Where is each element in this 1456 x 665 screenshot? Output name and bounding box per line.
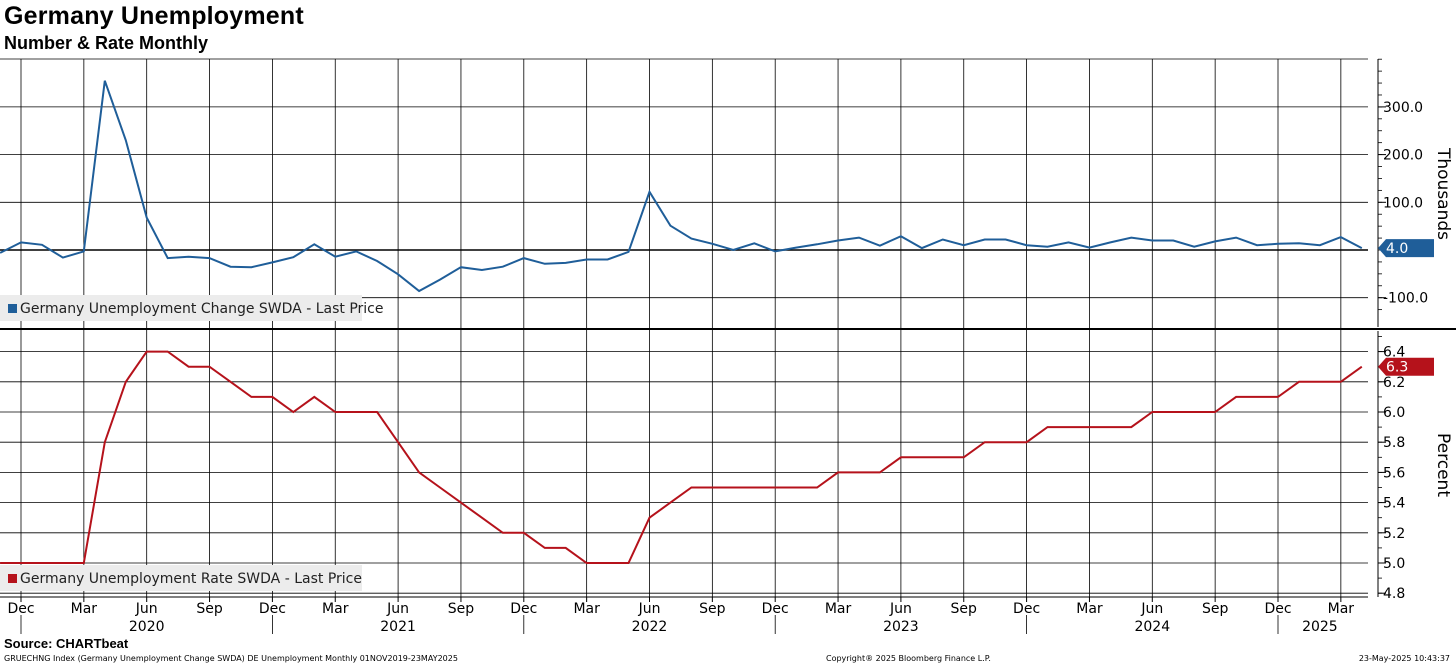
x-tick-label: Jun: [1140, 601, 1163, 617]
x-year-label: 2024: [1134, 619, 1170, 635]
x-tick-label: Jun: [386, 601, 409, 617]
source-note: Source: CHARTbeat: [4, 636, 129, 651]
y-tick-label: 6.0: [1383, 405, 1405, 421]
x-tick-label: Dec: [510, 601, 537, 617]
x-year-label: 2022: [632, 619, 668, 635]
index-info: GRUECHNG Index (Germany Unemployment Cha…: [4, 654, 458, 663]
x-tick-label: Sep: [699, 601, 726, 617]
y-axis-title: Thousands: [1433, 147, 1453, 240]
chart-title: Germany Unemployment: [4, 2, 304, 30]
y-tick-label: 5.6: [1383, 465, 1405, 481]
legend-swatch: [8, 304, 17, 313]
x-tick-label: Dec: [1013, 601, 1040, 617]
x-tick-label: Dec: [1264, 601, 1291, 617]
series-line: [0, 80, 1363, 293]
y-tick-label: 5.2: [1383, 526, 1405, 542]
x-year-label: 2020: [129, 619, 165, 635]
x-tick-label: Mar: [1328, 601, 1355, 617]
x-tick-label: Jun: [889, 601, 912, 617]
x-year-label: 2023: [883, 619, 919, 635]
legend-swatch: [8, 574, 17, 583]
y-tick-label: 5.8: [1383, 435, 1405, 451]
last-value-label: 6.3: [1386, 360, 1408, 376]
y-tick-label: 300.0: [1383, 100, 1423, 116]
x-tick-label: Mar: [71, 601, 98, 617]
x-tick-label: Dec: [7, 601, 34, 617]
last-value-tag: [1378, 357, 1434, 376]
x-tick-label: Sep: [951, 601, 978, 617]
legend-label: Germany Unemployment Change SWDA - Last …: [20, 301, 383, 317]
y-tick-label: -100.0: [1383, 291, 1428, 307]
x-tick-label: Mar: [573, 601, 600, 617]
copyright: Copyright® 2025 Bloomberg Finance L.P.: [826, 654, 991, 663]
x-tick-label: Jun: [638, 601, 661, 617]
x-tick-label: Mar: [825, 601, 852, 617]
x-year-label: 2021: [380, 619, 416, 635]
y-tick-label: 6.4: [1383, 345, 1405, 361]
x-tick-label: Sep: [1202, 601, 1229, 617]
x-year-label: 2025: [1302, 619, 1338, 635]
x-tick-label: Mar: [1076, 601, 1103, 617]
x-tick-label: Dec: [762, 601, 789, 617]
x-tick-label: Dec: [259, 601, 286, 617]
legend-box: [0, 565, 362, 591]
y-tick-label: 200.0: [1383, 148, 1423, 164]
y-tick-label: 6.2: [1383, 375, 1405, 391]
y-axis-title: Percent: [1433, 433, 1453, 497]
y-tick-label: 5.4: [1383, 496, 1405, 512]
y-tick-label: 4.8: [1383, 586, 1405, 602]
x-tick-label: Mar: [322, 601, 349, 617]
legend-label: Germany Unemployment Rate SWDA - Last Pr…: [20, 571, 362, 587]
x-tick-label: Sep: [196, 601, 223, 617]
last-value-tag: [1378, 239, 1434, 258]
y-tick-label: 5.0: [1383, 556, 1405, 572]
series-line: [0, 350, 1363, 564]
x-tick-label: Sep: [448, 601, 475, 617]
x-tick-label: Jun: [135, 601, 158, 617]
last-value-label: 4.0: [1386, 241, 1408, 257]
timestamp: 23-May-2025 10:43:37: [1358, 654, 1450, 663]
chart-subtitle: Number & Rate Monthly: [4, 33, 209, 53]
legend-box: [0, 295, 362, 321]
y-tick-label: 100.0: [1383, 195, 1423, 211]
